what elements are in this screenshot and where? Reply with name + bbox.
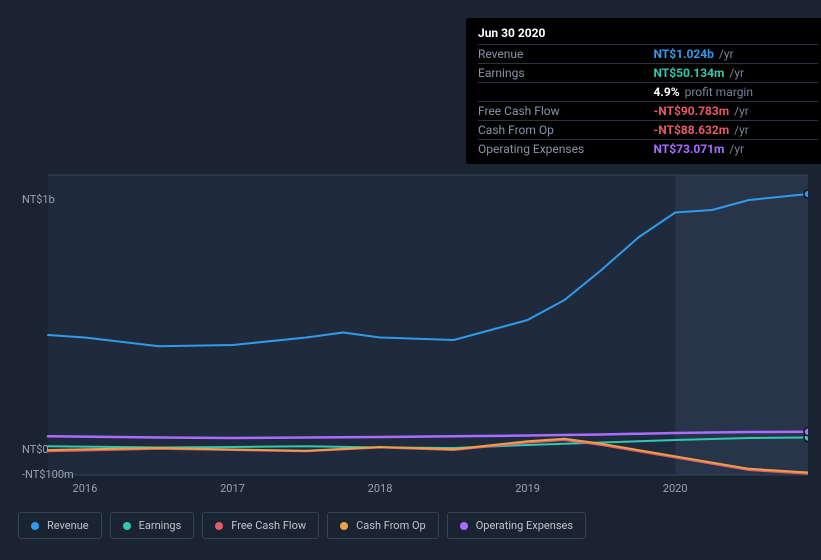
chart[interactable] — [18, 155, 808, 495]
tooltip-value: NT$73.071m — [654, 142, 725, 156]
legend-label: Cash From Op — [356, 519, 426, 532]
chart-svg — [18, 155, 808, 495]
x-tick-label: 2016 — [73, 482, 98, 495]
legend-item[interactable]: Free Cash Flow — [202, 512, 319, 539]
tooltip-table: RevenueNT$1.024b /yr EarningsNT$50.134m /… — [478, 44, 818, 158]
y-tick-label: -NT$100m — [22, 468, 74, 481]
legend-item[interactable]: Cash From Op — [327, 512, 439, 539]
legend-dot-icon — [31, 522, 39, 530]
tooltip-unit: profit margin — [682, 85, 753, 99]
tooltip-value: -NT$90.783m — [654, 104, 730, 118]
tooltip-label: Cash From Op — [478, 121, 654, 140]
legend-item[interactable]: Operating Expenses — [447, 512, 586, 539]
x-tick-label: 2020 — [663, 482, 688, 495]
legend-dot-icon — [460, 522, 468, 530]
tooltip-value: NT$1.024b — [654, 47, 714, 61]
legend-label: Operating Expenses — [476, 519, 573, 532]
tooltip-value: -NT$88.632m — [654, 123, 730, 137]
tooltip-unit: /yr — [726, 66, 744, 80]
tooltip-value: 4.9% — [654, 85, 680, 99]
legend-dot-icon — [215, 522, 223, 530]
legend-label: Earnings — [139, 519, 182, 532]
tooltip-unit: /yr — [726, 142, 744, 156]
x-tick-label: 2018 — [368, 482, 393, 495]
legend: Revenue Earnings Free Cash Flow Cash From O… — [18, 512, 586, 539]
legend-dot-icon — [340, 522, 348, 530]
tooltip-value: NT$50.134m — [654, 66, 725, 80]
tooltip-unit: /yr — [731, 123, 749, 137]
tooltip-date: Jun 30 2020 — [478, 26, 818, 40]
hover-tooltip: Jun 30 2020 RevenueNT$1.024b /yr Earnings… — [466, 18, 821, 164]
legend-item[interactable]: Revenue — [18, 512, 102, 539]
x-tick-label: 2019 — [515, 482, 540, 495]
y-tick-label: NT$1b — [22, 193, 55, 206]
tooltip-label: Free Cash Flow — [478, 102, 654, 121]
legend-item[interactable]: Earnings — [110, 512, 195, 539]
legend-label: Revenue — [47, 519, 89, 532]
tooltip-label: Revenue — [478, 45, 654, 64]
tooltip-label — [478, 83, 654, 102]
tooltip-label: Earnings — [478, 64, 654, 83]
tooltip-unit: /yr — [731, 104, 749, 118]
y-tick-label: NT$0 — [22, 443, 49, 456]
x-tick-label: 2017 — [220, 482, 245, 495]
legend-label: Free Cash Flow — [231, 519, 306, 532]
legend-dot-icon — [123, 522, 131, 530]
tooltip-unit: /yr — [716, 47, 734, 61]
